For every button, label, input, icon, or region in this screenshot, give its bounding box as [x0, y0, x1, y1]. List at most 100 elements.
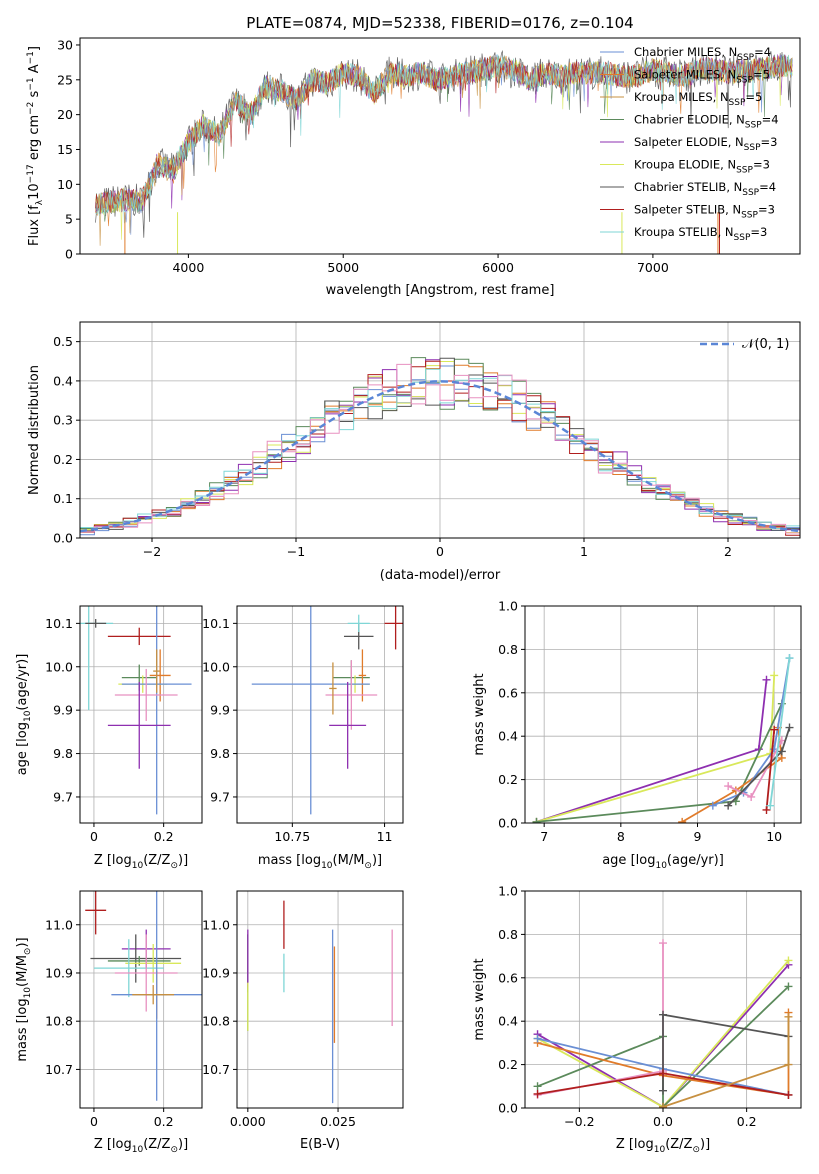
- mass-weight-marker: [784, 1012, 793, 1021]
- legend-entry-part: =4: [762, 113, 779, 127]
- x-tick-label: 10: [766, 829, 782, 844]
- plot-area: [85, 891, 202, 1101]
- spectrum-series-line: [95, 54, 793, 224]
- legend-entry-part: SSP: [741, 211, 758, 221]
- plot-area: [80, 606, 192, 815]
- x-tick-label: 0.2: [737, 1114, 757, 1129]
- x-axis-label-part: Z [log: [94, 1137, 132, 1152]
- y-tick-label: 0.6: [498, 970, 518, 985]
- y-tick-label: 0.4: [53, 373, 73, 388]
- legend-entry: Salpeter ELODIE, NSSP=3: [634, 135, 777, 153]
- x-tick-label: 7000: [637, 260, 669, 275]
- mass-weight-line: [536, 675, 776, 823]
- plot-area: [80, 357, 800, 536]
- x-axis-label-part: Z [log: [616, 1137, 654, 1152]
- spectrum-series-line: [95, 54, 793, 215]
- legend: 𝒩(0, 1): [700, 337, 789, 352]
- y-axis-label: mass weight: [472, 958, 487, 1040]
- x-axis-label-part: Z [log: [94, 853, 132, 868]
- mass-weight-marker: [659, 1069, 667, 1078]
- y-axis-label-part: ⊙: [23, 948, 33, 956]
- histogram-step: [80, 363, 800, 534]
- x-axis-label-part: 10: [132, 861, 144, 871]
- x-axis-label: mass [log10(M/M⊙)]: [258, 853, 382, 871]
- y-axis-label-part: age [log: [15, 722, 30, 775]
- y-tick-label: 30: [57, 37, 73, 52]
- axes-frame: −2 −1 0 1 2 0.0 0.1 0.2 0.3 0.4 0.5: [53, 321, 801, 559]
- y-tick-label: 25: [57, 72, 73, 87]
- legend-entry-part: =5: [745, 90, 762, 104]
- x-axis-label-part: 10: [321, 861, 333, 871]
- age-vs-metallicity-panel: 0 0.29.79.89.910.010.1Z [log10(Z/Z⊙)]age …: [15, 605, 203, 871]
- mass-weight-marker: [659, 1010, 667, 1019]
- y-axis-label-part: ]: [27, 46, 42, 51]
- axes-box: [79, 37, 801, 255]
- y-axis-label-part: A: [27, 64, 42, 77]
- mass-vs-extinction-panel: 0.000 0.025 10.7 10.8 10.9 11.0 E(B-V): [202, 890, 404, 1152]
- y-axis-label-part: 10: [23, 987, 33, 999]
- x-tick-label: 10.75: [274, 829, 310, 844]
- y-tick-label: 0.1: [53, 491, 73, 506]
- x-axis-label: Z [log10(Z/Z⊙)]: [94, 1137, 188, 1155]
- mass-weight-marker: [784, 1090, 793, 1099]
- y-tick-label: 10.8: [202, 1014, 230, 1029]
- mass-vs-metallicity-panel: 0 0.210.710.810.911.0Z [log10(Z/Z⊙)]mass …: [15, 890, 203, 1155]
- x-tick-label: 9: [694, 829, 702, 844]
- x-axis-label: Z [log10(Z/Z⊙)]: [616, 1137, 710, 1155]
- x-axis-label-part: (M/M: [333, 853, 365, 868]
- mass-weight-line: [712, 657, 791, 807]
- x-axis-label-part: (age/yr)]: [667, 853, 724, 868]
- legend-entry: Salpeter MILES, NSSP=5: [634, 68, 770, 86]
- x-axis-label-part: 10: [655, 861, 667, 871]
- legend-entry-part: =3: [753, 158, 770, 172]
- legend-entry-part: SSP: [737, 53, 754, 63]
- y-tick-label: 0.2: [498, 1057, 518, 1072]
- x-tick-label: 4000: [172, 260, 204, 275]
- axes-box: [79, 890, 203, 1109]
- mass-weight-marker: [762, 675, 771, 684]
- y-axis-label: mass weight: [472, 673, 487, 755]
- x-axis-label-part: )]: [178, 853, 188, 868]
- y-tick-label: 10.1: [45, 616, 73, 631]
- x-axis-label: wavelength [Angstrom, rest frame]: [326, 283, 555, 298]
- mass-weight-line: [769, 657, 791, 806]
- y-tick-label: 20: [57, 107, 73, 122]
- x-tick-label: −2: [143, 544, 161, 559]
- legend-entry-part: Chabrier ELODIE, N: [634, 113, 745, 127]
- y-axis-label: age [log10(age/yr)]: [15, 654, 33, 776]
- axes-frame: 0 0.2 9.7 9.8 9.9 10.0 10.1: [45, 605, 203, 844]
- mass-weight-marker: [785, 654, 794, 663]
- legend-entry-part: Salpeter ELODIE, N: [634, 135, 744, 149]
- normal-curve: [80, 380, 800, 533]
- mass-weight-marker: [724, 801, 733, 810]
- legend-entry-part: Salpeter MILES, N: [634, 68, 736, 82]
- x-axis-label-part: )]: [700, 1137, 710, 1152]
- y-axis-label: Normed distribution: [27, 365, 42, 495]
- y-axis-label-part: erg cm: [27, 115, 42, 164]
- x-axis-label-part: (Z/Z: [143, 1137, 170, 1152]
- legend-entry: Kroupa ELODIE, NSSP=3: [634, 158, 770, 176]
- y-tick-label: 0.2: [53, 452, 73, 467]
- legend-entry-part: Kroupa MILES, N: [634, 90, 729, 104]
- mass-weight-marker: [678, 817, 687, 823]
- y-axis-label-part: )]: [15, 937, 30, 947]
- mass-weight-marker: [659, 939, 667, 948]
- axes-box: [236, 890, 404, 1109]
- x-tick-label: 1: [580, 544, 588, 559]
- y-tick-label: 0.0: [53, 531, 73, 546]
- y-tick-label: 1.0: [498, 599, 518, 614]
- y-tick-label: 0.4: [498, 729, 518, 744]
- legend-entry-part: =5: [753, 68, 770, 82]
- x-axis-label-part: age [log: [602, 853, 655, 868]
- y-tick-label: 10.0: [202, 659, 230, 674]
- x-axis-label-part: 10: [132, 1145, 144, 1155]
- x-tick-label: 8: [617, 829, 625, 844]
- mass-weight-marker: [762, 805, 771, 814]
- mass-weight-marker: [533, 1034, 542, 1043]
- y-axis-label-part: (M/M: [15, 955, 30, 987]
- mass-weight-marker: [708, 801, 717, 810]
- legend-entry: Chabrier MILES, NSSP=4: [634, 45, 771, 63]
- spectrum-series-line: [95, 49, 793, 238]
